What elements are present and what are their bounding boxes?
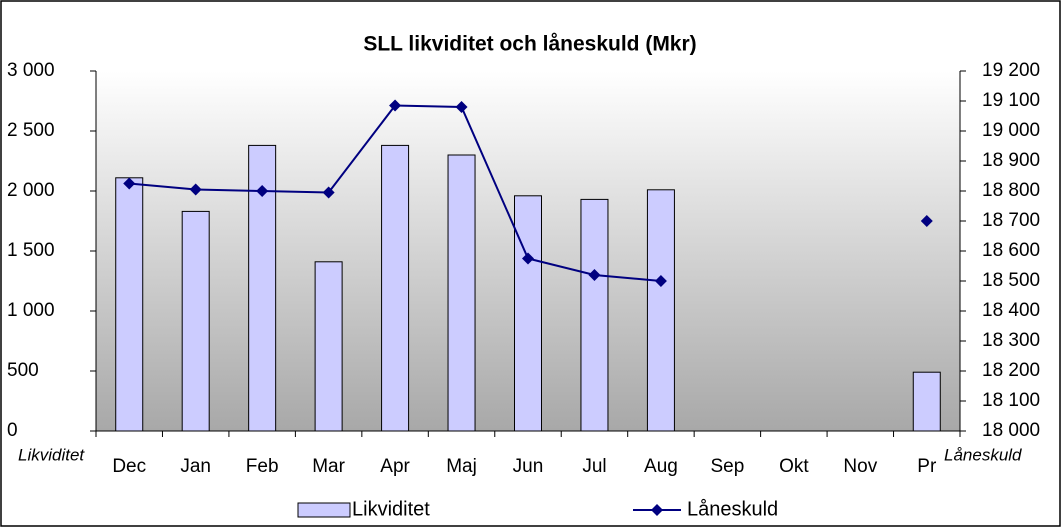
line-marker [522,252,534,265]
legend-label: Låneskuld [687,498,778,520]
line-marker [455,101,468,113]
y2-tick-label: 18 600 [982,240,1040,261]
x-tick-label: Jul [582,456,606,477]
line-marker [588,269,601,281]
y2-tick-label: 18 400 [982,300,1040,321]
y-tick-label: 0 [7,420,18,441]
chart-title: SLL likviditet och låneskuld (Mkr) [363,33,696,56]
x-tick-label: Feb [246,456,279,477]
x-tick-label: Mar [312,456,345,477]
legend-marker [651,504,663,516]
legend-label: Likviditet [352,498,430,520]
x-tick-label: Jun [513,456,544,477]
x-tick-label: Pr [917,456,937,477]
y-tick-label: 3 000 [7,60,55,81]
y2-tick-label: 18 900 [982,150,1040,171]
line-marker [256,185,269,197]
bar [115,177,144,432]
x-tick-label: Nov [843,456,877,477]
bar [580,198,609,432]
y2-tick-label: 19 100 [982,90,1040,111]
line-marker [654,275,667,287]
y2-tick-label: 18 200 [982,360,1040,381]
x-tick-label: Dec [112,456,146,477]
y-tick-label: 500 [7,360,39,381]
y2-tick-label: 19 000 [982,120,1040,141]
x-tick-label: Sep [710,456,744,477]
bar [447,154,476,432]
bar [646,189,675,432]
line-marker [389,99,402,112]
x-tick-label: Okt [779,456,809,477]
y2-tick-label: 18 000 [982,420,1040,441]
bar [381,144,410,432]
y2-tick-label: 18 100 [982,390,1040,411]
line-marker [123,177,136,190]
y2-tick-label: 18 500 [982,270,1040,291]
legend-swatch [297,502,351,518]
line-marker [920,215,933,227]
y2-axis-label: Låneskuld [944,445,1022,464]
y2-tick-label: 18 800 [982,180,1040,201]
y-tick-label: 2 000 [7,180,55,201]
bar [181,210,210,432]
x-tick-label: Apr [380,456,410,477]
x-tick-label: Maj [446,456,477,477]
y2-tick-label: 18 300 [982,330,1040,351]
y-tick-label: 1 000 [7,300,55,321]
y-tick-label: 2 500 [7,120,55,141]
line-marker [189,183,202,196]
x-tick-label: Jan [180,456,211,477]
bar [514,195,542,432]
bar [912,371,941,432]
y-tick-label: 1 500 [7,240,55,261]
x-tick-label: Aug [644,456,678,477]
y2-tick-label: 19 200 [982,60,1040,81]
line-marker [322,186,335,199]
bar [314,261,343,432]
y-axis-label: Likviditet [18,445,85,464]
y2-tick-label: 18 700 [982,210,1040,231]
